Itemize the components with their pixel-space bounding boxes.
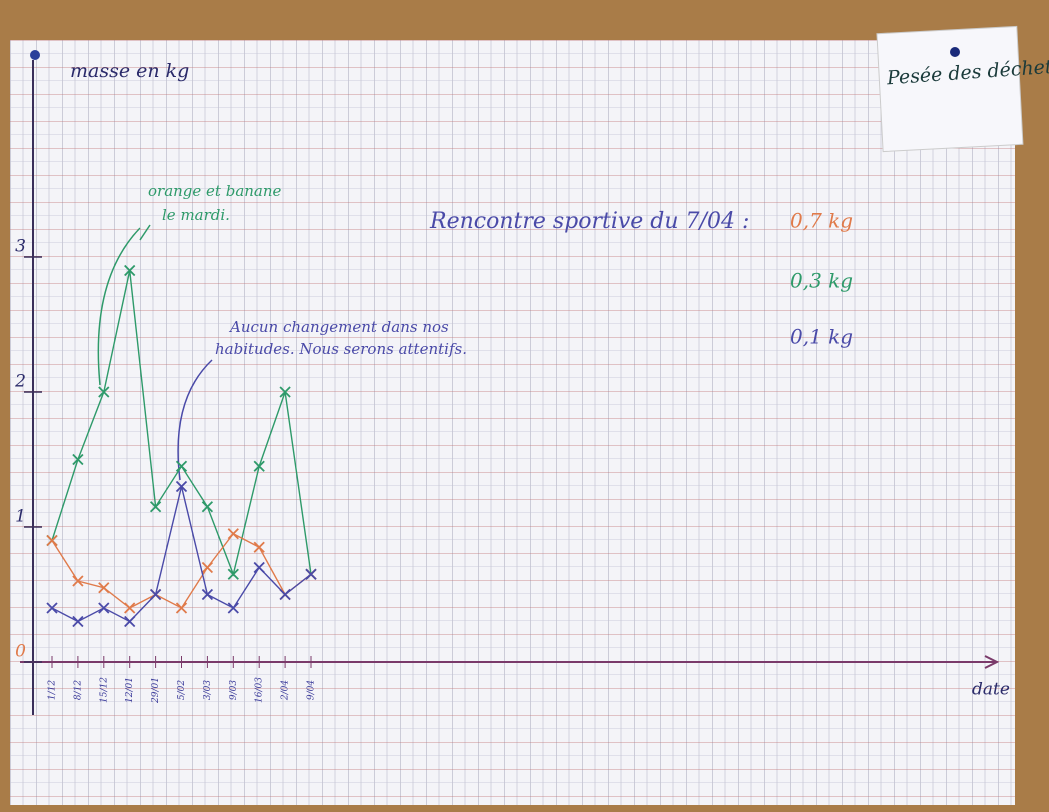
point-marker	[227, 568, 239, 580]
point-marker	[227, 528, 239, 540]
x-tick-label: 15/12	[99, 677, 109, 703]
x-tick-label: 1/12	[48, 680, 58, 700]
annotation: le mardi.	[162, 206, 230, 224]
x-tick-label: 12/01	[125, 677, 135, 703]
point-marker	[72, 575, 84, 587]
paper-grid	[10, 40, 1015, 805]
annotation: 0,1 kg	[790, 325, 853, 349]
note-card	[876, 25, 1024, 153]
x-tick-label: 16/03	[255, 677, 265, 703]
x-tick-label: 9/04	[307, 680, 317, 700]
pin	[950, 47, 960, 57]
point-marker	[175, 460, 188, 472]
point-marker	[253, 561, 265, 574]
y-tick-label: 2	[14, 372, 26, 392]
annotation-arrow	[139, 224, 151, 241]
annotation: habitudes. Nous serons attentifs.	[215, 340, 467, 358]
point-marker	[124, 264, 136, 277]
x-tick-label: 9/03	[229, 680, 239, 700]
x-tick-label: 2/04	[281, 680, 291, 701]
y-tick-label: 1	[15, 507, 26, 527]
axis-arrow	[984, 655, 1000, 669]
pin	[30, 50, 40, 60]
point-marker	[279, 386, 291, 398]
annotation: 0,7 kg	[790, 209, 853, 233]
point-marker	[46, 534, 58, 547]
annotation: 0,3 kg	[790, 269, 853, 293]
point-marker	[98, 386, 110, 398]
y-tick-label: 0	[15, 642, 26, 662]
point-marker	[72, 615, 84, 628]
point-marker	[253, 541, 265, 553]
annotation-arrow	[97, 227, 141, 386]
y-axis-label: masse en kg	[70, 60, 189, 82]
annotation: orange et banane	[148, 182, 282, 200]
point-marker	[149, 588, 162, 601]
point-marker	[175, 602, 188, 614]
x-tick-label: 3/03	[203, 680, 213, 700]
point-marker	[201, 588, 214, 601]
x-tick-label: 29/01	[151, 677, 161, 704]
point-marker	[149, 501, 162, 513]
x-axis-label: date	[972, 680, 1010, 700]
x-tick-label: 8/12	[73, 680, 83, 700]
point-marker	[46, 602, 58, 614]
annotation: Aucun changement dans nos	[228, 318, 449, 336]
point-marker	[279, 588, 291, 601]
annotation: Rencontre sportive du 7/04 :	[429, 209, 749, 234]
y-tick-label: 3	[15, 237, 26, 257]
point-marker	[253, 460, 265, 472]
point-marker	[98, 582, 110, 594]
point-marker	[201, 561, 214, 574]
point-marker	[124, 602, 136, 614]
point-marker	[227, 602, 239, 614]
point-marker	[175, 480, 188, 493]
point-marker	[72, 453, 84, 466]
point-marker	[305, 568, 317, 580]
point-marker	[201, 501, 214, 513]
point-marker	[124, 615, 136, 628]
x-tick-label: 5/02	[177, 680, 187, 700]
point-marker	[98, 602, 110, 614]
